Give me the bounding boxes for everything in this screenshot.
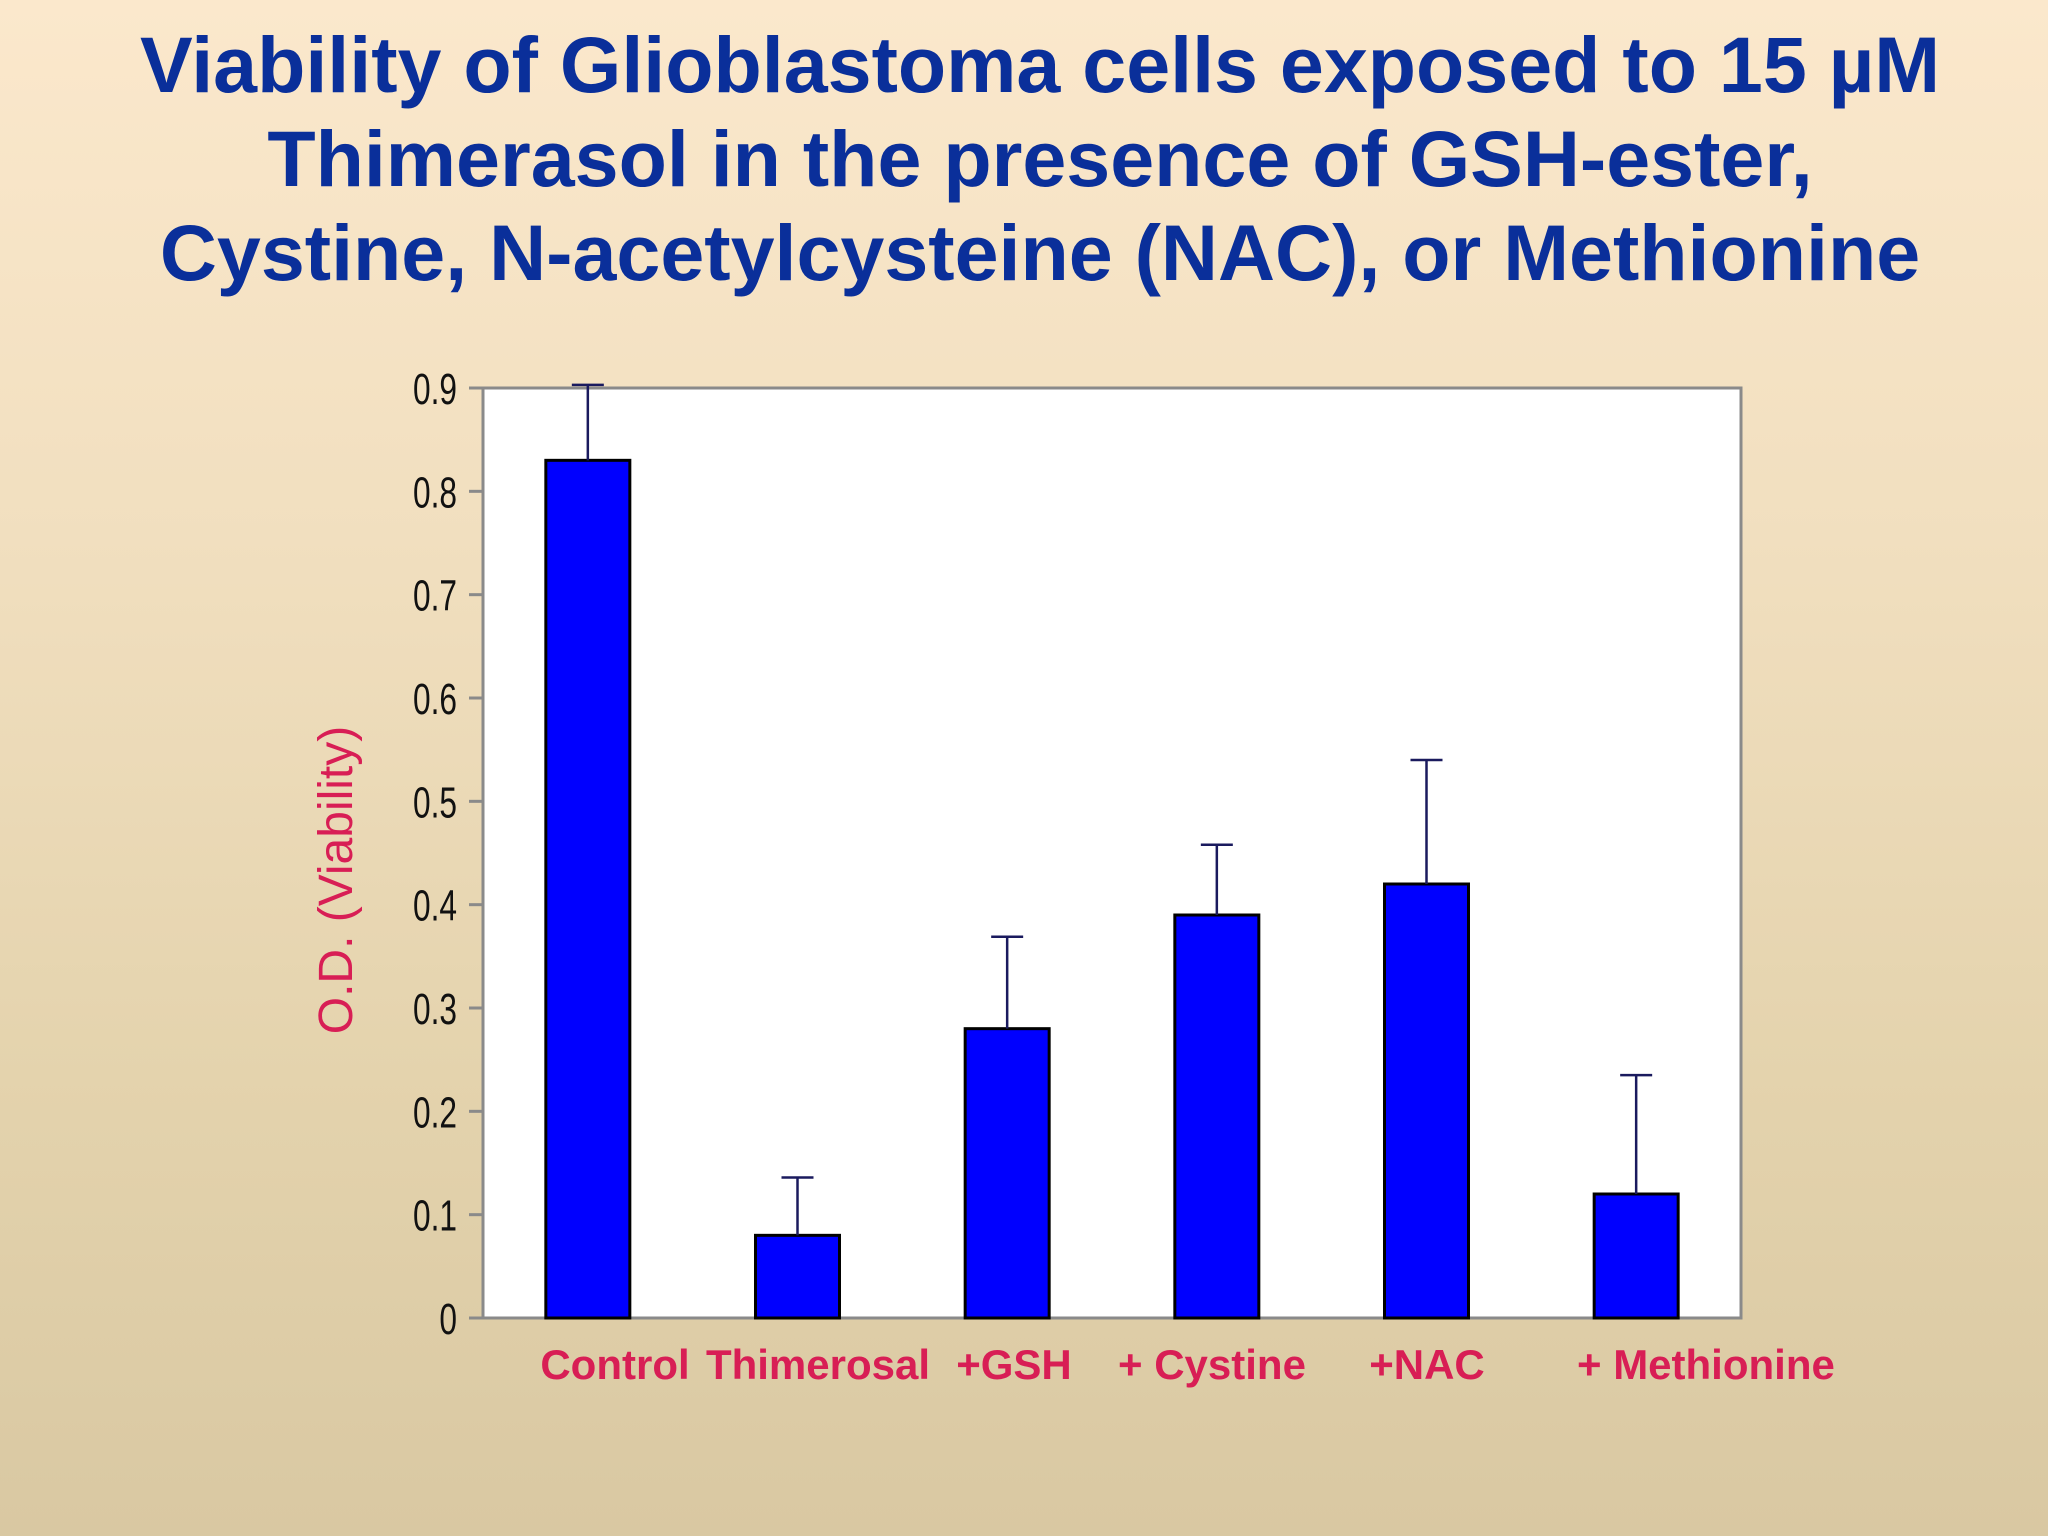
y-axis: 0 0.1 0.2 0.3 0.4 0.5 0.6 0.7 0.8 0.9: [413, 365, 483, 1344]
y-tick-label: 0.7: [413, 572, 457, 621]
category-label: +GSH: [956, 1341, 1072, 1388]
error-bars-group: [571, 383, 1653, 1236]
category-label: + Methionine: [1577, 1341, 1835, 1388]
title-line-1: Viability of Glioblastoma cells exposed …: [139, 20, 1941, 109]
bar: [1173, 913, 1261, 1320]
category-label: Thimerosal: [706, 1341, 930, 1388]
bar: [754, 1233, 841, 1320]
title-line-2: Thimerasol in the presence of GSH-ester,: [267, 114, 1813, 203]
bar: [544, 458, 632, 1320]
plot-area: [481, 386, 1743, 1320]
bar: [1592, 1192, 1680, 1320]
category-label: Control: [540, 1341, 689, 1388]
y-tick-label: 0.8: [413, 468, 457, 517]
bar: [1383, 882, 1470, 1320]
y-tick-label: 0.2: [413, 1088, 457, 1137]
slide-title: Viability of Glioblastoma cells exposed …: [40, 18, 2040, 300]
y-tick-label: 0.5: [413, 778, 457, 827]
y-tick-label: 0.6: [413, 675, 457, 724]
y-tick-label: 0.9: [413, 365, 457, 414]
y-tick-label: 0.4: [413, 882, 457, 931]
bar: [963, 1027, 1051, 1320]
category-label: + Cystine: [1118, 1341, 1306, 1388]
y-axis-title: O.D. (Viability): [310, 726, 363, 1035]
title-line-3: Cystine, N-acetylcysteine (NAC), or Meth…: [159, 208, 1921, 297]
y-tick-label: 0.3: [413, 985, 457, 1034]
y-tick-label: 0: [439, 1295, 457, 1344]
y-tick-label: 0.1: [413, 1192, 457, 1241]
category-label: +NAC: [1369, 1341, 1485, 1388]
category-labels: Control Thimerosal +GSH + Cystine +NAC + Meth…: [540, 1341, 1835, 1388]
